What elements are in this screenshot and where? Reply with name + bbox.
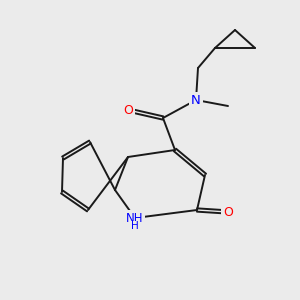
Text: O: O xyxy=(123,103,133,116)
Text: NH: NH xyxy=(126,212,144,224)
Text: O: O xyxy=(223,206,233,218)
Text: H: H xyxy=(131,221,139,231)
Text: N: N xyxy=(191,94,201,106)
